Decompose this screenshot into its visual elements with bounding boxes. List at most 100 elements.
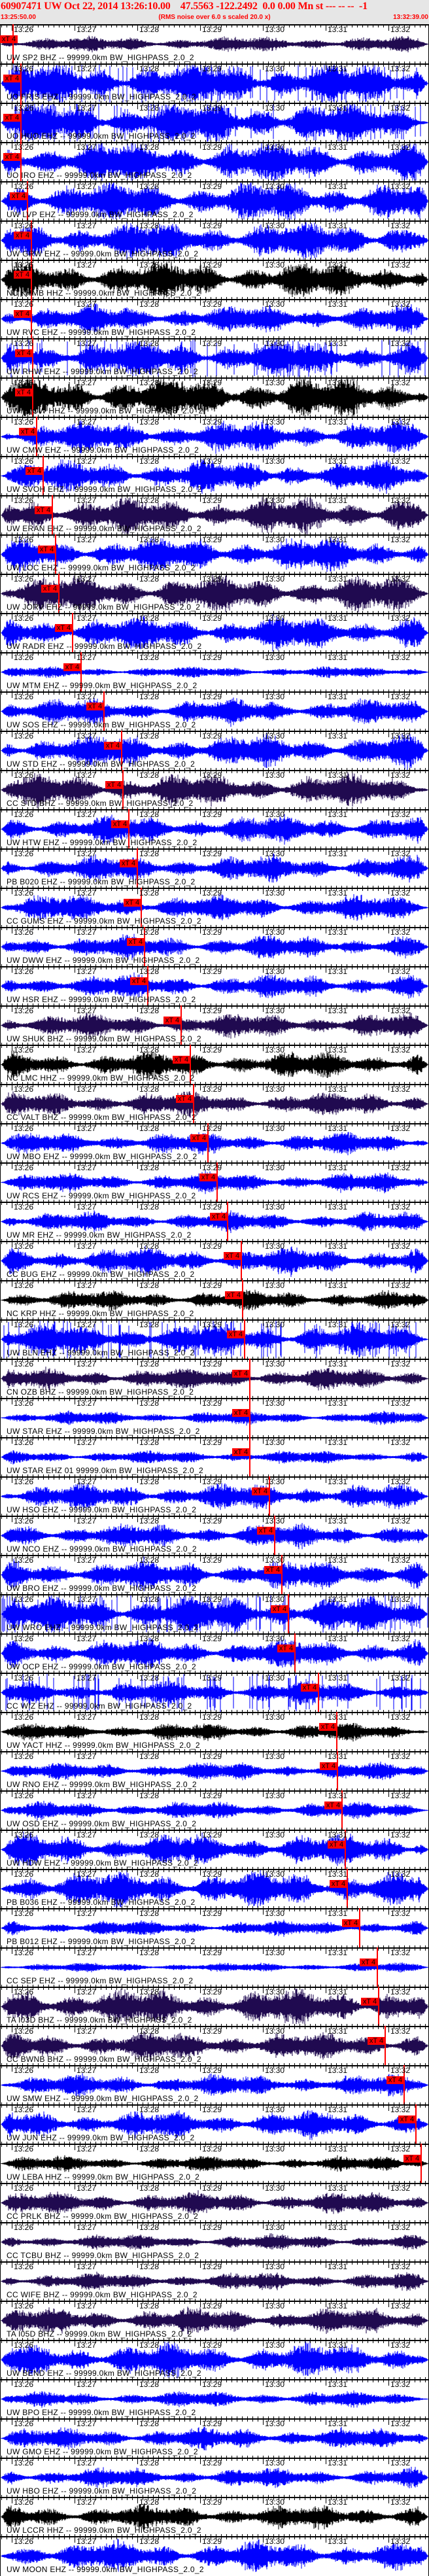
pick-marker[interactable]: xT 4 (127, 938, 145, 946)
time-axis (0, 2418, 429, 2420)
pick-marker[interactable]: xT 4 (0, 35, 18, 43)
time-tick-label: 13:29 (202, 2458, 222, 2467)
channel-label: UW SMW EHZ -- 99999.0km BW_HIGHPASS_2.0_… (7, 2094, 199, 2103)
time-tick-label: 13:26 (14, 1242, 34, 1251)
pick-marker[interactable]: xT 4 (26, 467, 43, 475)
time-tick-label: 13:28 (139, 1281, 160, 1290)
pick-marker[interactable]: xT 4 (41, 585, 59, 593)
pick-marker[interactable]: xT 4 (14, 271, 31, 279)
time-tick-label: 13:30 (265, 1595, 285, 1604)
time-axis (0, 1123, 429, 1124)
pick-marker[interactable]: xT 4 (14, 310, 31, 318)
channel-trace (0, 2495, 429, 2530)
channel-trace (0, 454, 429, 495)
time-tick-label: 13:31 (328, 103, 348, 113)
pick-marker[interactable]: xT 4 (227, 1331, 245, 1338)
pick-marker[interactable]: xT 4 (55, 624, 73, 632)
time-axis (0, 2261, 429, 2263)
pick-marker[interactable]: xT 4 (15, 349, 33, 357)
axis-ticks (1, 2338, 426, 2346)
pick-marker[interactable]: xT 4 (3, 153, 21, 161)
time-tick-label: 13:28 (139, 614, 160, 623)
time-tick-label: 13:26 (14, 967, 34, 976)
time-tick-label: 13:26 (14, 2184, 34, 2193)
pick-marker[interactable]: xT 4 (252, 1488, 269, 1495)
pick-marker[interactable]: xT 4 (225, 1291, 243, 1299)
pick-marker[interactable]: xT 4 (10, 192, 27, 200)
pick-marker[interactable]: xT 4 (232, 1409, 250, 1417)
pick-marker[interactable]: xT 4 (86, 703, 104, 710)
pick-line (345, 1830, 346, 1869)
time-tick-label: 13:30 (265, 1085, 285, 1094)
channel-label: UW OSD EHZ -- 99999.0km BW_HIGHPASS_2.0_… (7, 1819, 197, 1828)
pick-marker[interactable]: xT 4 (35, 506, 52, 514)
pick-line (144, 927, 145, 966)
time-tick-label: 13:31 (328, 653, 348, 662)
pick-marker[interactable]: xT 4 (14, 232, 31, 239)
pick-marker[interactable]: xT 4 (3, 114, 21, 122)
time-axis (0, 2144, 429, 2145)
pick-marker[interactable]: xT 4 (361, 1998, 379, 2006)
time-tick-label: 13:29 (202, 143, 222, 152)
channel-label: CC WIZ EHZ -- 99999.0km BW_HIGHPASS_2.0_… (7, 1701, 192, 1711)
pick-marker[interactable]: xT 4 (176, 1095, 194, 1103)
pick-line (43, 456, 44, 495)
axis-ticks (1, 179, 426, 188)
time-tick-label: 13:32 (390, 1791, 411, 1800)
pick-marker[interactable]: xT 4 (224, 1252, 241, 1260)
time-tick-label: 13:32 (390, 2262, 411, 2271)
time-tick-label: 13:28 (139, 182, 160, 191)
time-tick-label: 13:26 (14, 1045, 34, 1054)
pick-marker[interactable]: xT 4 (38, 546, 56, 553)
pick-marker[interactable]: xT 4 (232, 1448, 250, 1456)
pick-marker[interactable]: xT 4 (360, 1958, 377, 1966)
pick-marker[interactable]: xT 4 (104, 742, 122, 750)
channel-trace (0, 1631, 429, 1673)
pick-marker[interactable]: xT 4 (403, 2155, 421, 2163)
pick-line (180, 1005, 182, 1045)
pick-marker[interactable]: xT 4 (3, 75, 21, 82)
time-tick-label: 13:30 (265, 64, 285, 73)
pick-marker[interactable]: xT 4 (324, 1801, 342, 1809)
pick-marker[interactable]: xT 4 (173, 1056, 190, 1064)
pick-marker[interactable]: xT 4 (301, 1684, 318, 1692)
pick-marker[interactable]: xT 4 (199, 1174, 217, 1181)
pick-marker[interactable]: xT 4 (120, 860, 137, 867)
pick-marker[interactable]: xT 4 (264, 1566, 282, 1574)
axis-ticks (1, 493, 426, 502)
pick-marker[interactable]: xT 4 (63, 663, 81, 671)
pick-marker[interactable]: xT 4 (15, 389, 33, 396)
pick-line (72, 613, 73, 652)
channel-label: UW STAR EHZ -- 99999.0km BW_HIGHPASS_2.0… (7, 1427, 200, 1436)
time-axis (0, 2497, 429, 2498)
time-tick-label: 13:28 (139, 260, 160, 270)
pick-marker[interactable]: xT 4 (124, 899, 141, 907)
waveform (1, 221, 428, 260)
pick-line (249, 1437, 250, 1476)
pick-marker[interactable]: xT 4 (320, 1762, 337, 1770)
pick-marker[interactable]: xT 4 (111, 820, 129, 828)
waveform (1, 574, 428, 613)
pick-marker[interactable]: xT 4 (319, 1723, 337, 1731)
pick-marker[interactable]: xT 4 (19, 428, 37, 436)
pick-marker[interactable]: xT 4 (130, 977, 148, 985)
pick-marker[interactable]: xT 4 (328, 1841, 345, 1849)
time-tick-label: 13:26 (14, 1634, 34, 1643)
pick-marker[interactable]: xT 4 (163, 1017, 181, 1024)
pick-marker[interactable]: xT 4 (232, 1370, 250, 1378)
pick-marker[interactable]: xT 4 (271, 1605, 288, 1613)
pick-marker[interactable]: xT 4 (210, 1213, 228, 1221)
pick-marker[interactable]: xT 4 (330, 1880, 347, 1888)
axis-ticks (1, 1749, 426, 1758)
waveform (1, 103, 428, 142)
channel-trace (0, 768, 429, 809)
pick-marker[interactable]: xT 4 (277, 1645, 295, 1652)
pick-marker[interactable]: xT 4 (398, 2115, 416, 2123)
pick-marker[interactable]: xT 4 (386, 2076, 404, 2084)
pick-marker[interactable]: xT 4 (257, 1527, 275, 1535)
pick-marker[interactable]: xT 4 (105, 781, 123, 789)
pick-marker[interactable]: xT 4 (342, 1919, 360, 1927)
pick-marker[interactable]: xT 4 (368, 2037, 385, 2045)
pick-marker[interactable]: xT 4 (190, 1134, 208, 1142)
pick-line (20, 103, 22, 142)
